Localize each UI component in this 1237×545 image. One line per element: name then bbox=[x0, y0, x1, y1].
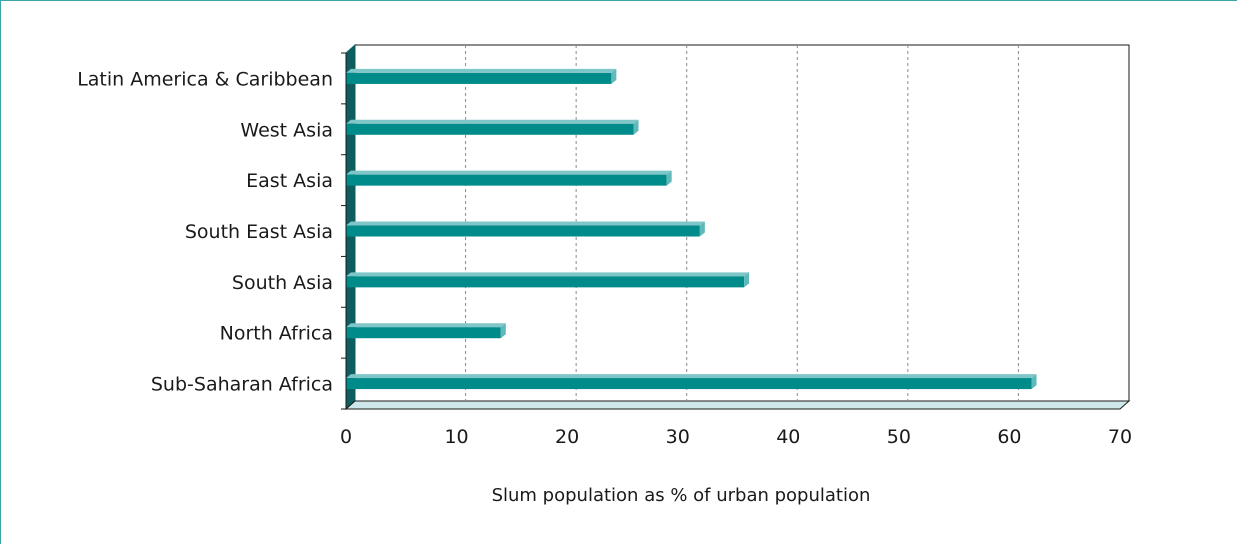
gridlines bbox=[465, 45, 1019, 401]
x-tick-labels: 0 10 20 30 40 50 60 70 bbox=[340, 426, 1132, 448]
category-label: South Asia bbox=[232, 272, 333, 294]
category-label: Latin America & Caribbean bbox=[77, 68, 333, 90]
bar-side bbox=[699, 221, 705, 237]
bar-top bbox=[346, 68, 617, 73]
category-label: West Asia bbox=[240, 119, 333, 141]
bar-side bbox=[500, 323, 506, 339]
x-tick-label: 20 bbox=[555, 426, 579, 448]
bar-front bbox=[346, 174, 667, 186]
bar bbox=[346, 170, 672, 186]
axes bbox=[345, 53, 1120, 410]
bar bbox=[346, 68, 617, 84]
bar-top bbox=[346, 119, 639, 124]
bar-front bbox=[346, 327, 501, 339]
bar-side bbox=[744, 272, 750, 288]
x-axis-title: Slum population as % of urban population bbox=[492, 485, 871, 506]
bars bbox=[346, 68, 1037, 390]
bar-side bbox=[1031, 374, 1037, 390]
bar-top bbox=[346, 272, 750, 277]
x-tick-label: 40 bbox=[776, 426, 800, 448]
y-ticks bbox=[341, 52, 346, 410]
x-tick-label: 10 bbox=[444, 426, 468, 448]
bar-front bbox=[346, 225, 700, 237]
bar-top bbox=[346, 323, 506, 328]
bar-side bbox=[633, 119, 639, 135]
bar bbox=[346, 221, 705, 237]
bar-side bbox=[611, 68, 617, 84]
x-tick-label: 70 bbox=[1108, 426, 1132, 448]
bar bbox=[346, 323, 506, 339]
x-tick-label: 50 bbox=[887, 426, 911, 448]
bar-top bbox=[346, 170, 672, 175]
bar-top bbox=[346, 221, 705, 226]
category-labels: Latin America & Caribbean West Asia East A… bbox=[77, 68, 333, 395]
bar-front bbox=[346, 276, 745, 288]
x-tick-label: 30 bbox=[666, 426, 690, 448]
bar bbox=[346, 119, 639, 135]
x-tick-label: 60 bbox=[997, 426, 1021, 448]
bar-top bbox=[346, 374, 1037, 379]
category-label: South East Asia bbox=[185, 221, 333, 243]
bar-front bbox=[346, 378, 1032, 390]
bar-side bbox=[666, 170, 672, 186]
bar bbox=[346, 272, 750, 288]
x-tick-label: 0 bbox=[340, 426, 352, 448]
bar-front bbox=[346, 123, 634, 135]
category-label: Sub-Saharan Africa bbox=[151, 374, 333, 396]
bar-front bbox=[346, 72, 612, 84]
floor bbox=[344, 400, 1131, 410]
bar bbox=[346, 374, 1037, 390]
category-label: East Asia bbox=[246, 170, 333, 192]
category-label: North Africa bbox=[220, 323, 333, 345]
